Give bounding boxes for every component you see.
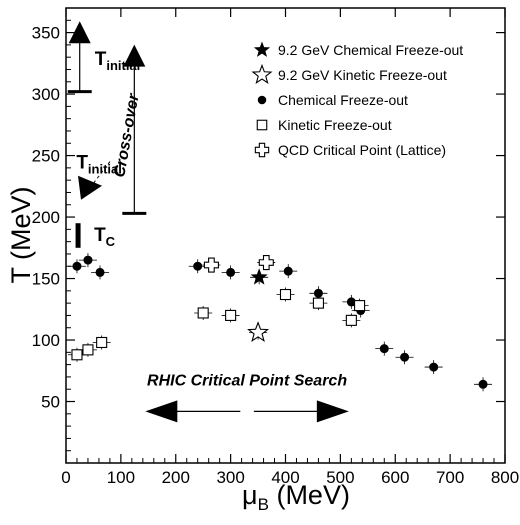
chemical-freezeout-point bbox=[313, 288, 323, 298]
rhic-label: RHIC Critical Point Search bbox=[147, 372, 347, 389]
chemical-freezeout-point bbox=[226, 267, 236, 277]
x-tick-label: 100 bbox=[107, 468, 135, 487]
chemical-freezeout-point bbox=[429, 362, 439, 372]
star-chemical-point bbox=[250, 268, 268, 285]
chemical-freezeout-point bbox=[379, 344, 389, 354]
legend-label: 9.2 GeV Kinetic Freeze-out bbox=[278, 67, 447, 83]
y-tick-label: 350 bbox=[32, 24, 60, 43]
qcd-critical-point bbox=[258, 255, 274, 271]
t-initial-mid-main: T bbox=[76, 153, 88, 174]
y-tick-label: 50 bbox=[41, 393, 60, 412]
series-open-star bbox=[247, 321, 270, 343]
tc-bar bbox=[75, 223, 81, 248]
kinetic-freezeout-point bbox=[197, 307, 209, 319]
legend-label: QCD Critical Point (Lattice) bbox=[278, 142, 446, 158]
y-axis-ticks: 50 100 150 200 250 300 350 bbox=[32, 19, 505, 452]
qcd-critical-point bbox=[203, 257, 219, 273]
chemical-freezeout-point bbox=[346, 297, 356, 307]
legend-marker bbox=[253, 41, 271, 57]
legend-entry: Chemical Freeze-out bbox=[257, 92, 408, 108]
tc-sub: C bbox=[106, 234, 116, 249]
t-initial-mid-sub: initial bbox=[88, 162, 122, 177]
kinetic-freezeout-point bbox=[279, 288, 292, 301]
rhic-right-arrowhead bbox=[316, 400, 349, 423]
tc-main: T bbox=[94, 225, 106, 246]
legend-entry: 9.2 GeV Kinetic Freeze-out bbox=[251, 63, 447, 84]
x-axis-title: μB (MeV) bbox=[242, 480, 350, 514]
chemical-freezeout-point bbox=[400, 352, 410, 362]
kinetic-freezeout-point bbox=[345, 314, 357, 326]
x-tick-label: 0 bbox=[61, 468, 70, 487]
legend-entry: Kinetic Freeze-out bbox=[256, 117, 392, 133]
t-initial-mid-label: Tinitial bbox=[76, 153, 122, 177]
legend-entry: 9.2 GeV Chemical Freeze-out bbox=[253, 41, 463, 58]
chemical-freezeout-point bbox=[83, 255, 93, 265]
series-layer bbox=[67, 253, 493, 392]
kinetic-freezeout-point bbox=[96, 336, 108, 349]
t-initial-mid-arrowhead bbox=[123, 44, 146, 67]
series-filled-circle bbox=[67, 253, 493, 392]
t-initial-left-main: T bbox=[95, 49, 107, 70]
y-tick-label: 250 bbox=[32, 147, 60, 166]
legend: 9.2 GeV Chemical Freeze-out 9.2 GeV Kinet… bbox=[251, 41, 463, 158]
x-tick-label: 800 bbox=[491, 468, 519, 487]
legend-label: Kinetic Freeze-out bbox=[278, 117, 392, 133]
chemical-freezeout-point bbox=[478, 379, 488, 389]
y-axis-title: T (MeV) bbox=[6, 186, 36, 283]
chemical-freezeout-point bbox=[72, 261, 82, 271]
kinetic-freezeout-point bbox=[71, 349, 83, 361]
legend-marker bbox=[257, 95, 267, 105]
series-filled-star bbox=[250, 268, 269, 285]
y-tick-label: 200 bbox=[32, 208, 60, 227]
chemical-freezeout-point bbox=[283, 266, 293, 276]
series-open-square bbox=[67, 287, 369, 362]
chemical-freezeout-point bbox=[95, 267, 105, 277]
kinetic-freezeout-point bbox=[82, 344, 94, 356]
x-tick-label: 500 bbox=[326, 468, 354, 487]
y-tick-label: 150 bbox=[32, 270, 60, 289]
x-axis-ticks: 0 100 200 300 400 500 600 700 800 bbox=[61, 8, 519, 487]
kinetic-freezeout-point bbox=[225, 309, 237, 321]
t-initial-left-arrowhead bbox=[68, 21, 91, 44]
x-tick-label: 200 bbox=[162, 468, 190, 487]
x-tick-label: 400 bbox=[271, 468, 299, 487]
legend-marker bbox=[251, 63, 273, 84]
legend-marker bbox=[254, 142, 270, 158]
tc-label: TC bbox=[94, 225, 116, 249]
legend-label: 9.2 GeV Chemical Freeze-out bbox=[278, 42, 463, 58]
star-kinetic-point bbox=[247, 321, 270, 343]
chemical-freezeout-point bbox=[193, 261, 203, 271]
kinetic-freezeout-point bbox=[354, 300, 366, 312]
crossover-label: Cross-over bbox=[111, 92, 143, 179]
legend-entry: QCD Critical Point (Lattice) bbox=[254, 142, 446, 158]
x-tick-label: 300 bbox=[216, 468, 244, 487]
kinetic-freezeout-point bbox=[312, 297, 324, 309]
legend-label: Chemical Freeze-out bbox=[278, 92, 408, 108]
y-tick-label: 100 bbox=[32, 331, 60, 350]
y-tick-label: 300 bbox=[32, 85, 60, 104]
crossover-arrowhead bbox=[78, 175, 102, 200]
rhic-left-arrowhead bbox=[145, 400, 178, 423]
series-open-cross bbox=[202, 255, 276, 273]
legend-marker bbox=[256, 119, 268, 131]
x-tick-label: 600 bbox=[381, 468, 409, 487]
x-tick-label: 700 bbox=[436, 468, 464, 487]
